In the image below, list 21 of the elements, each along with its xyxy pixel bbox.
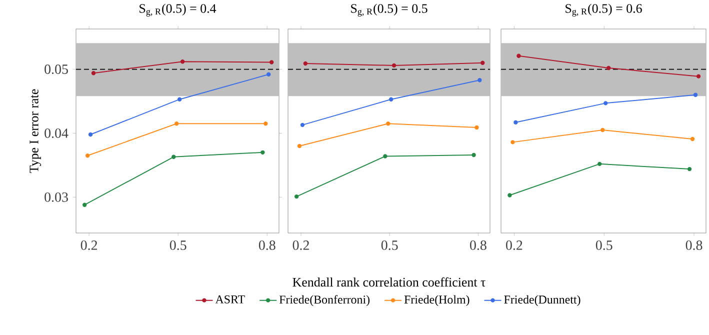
y-tick-label: 0.04 bbox=[44, 128, 68, 138]
legend-label: Friede(Dunnett) bbox=[504, 295, 580, 306]
x-tick-label: 0.5 bbox=[596, 240, 612, 250]
x-tick-label: 0.8 bbox=[258, 240, 276, 250]
x-tick-label: 0.5 bbox=[381, 240, 398, 250]
chart-title: $\text{S}_{\text{g, R}}\text{(0.5) = 0.6}$ bbox=[566, 4, 642, 16]
x-tick-label: 0.5 bbox=[170, 240, 186, 250]
chart-title: $\text{S}_{\text{g, R}}\text{(0.5) = 0.4}$ bbox=[140, 4, 216, 16]
legend-label: ASRT bbox=[215, 295, 245, 304]
legend-label: Friede(Holm) bbox=[404, 295, 470, 306]
x-axis-title: Kendall rank correlation coefficient τ bbox=[292, 277, 486, 287]
y-tick-label: 0.03 bbox=[44, 192, 68, 202]
chart-title: $\text{S}_{\text{g, R}}\text{(0.5) = 0.5}$ bbox=[351, 4, 428, 16]
x-tick-label: 0.8 bbox=[686, 240, 702, 250]
x-tick-label: 0.2 bbox=[292, 240, 309, 250]
y-axis-title: Type I error rate bbox=[30, 89, 42, 173]
y-tick-label: 0.05 bbox=[44, 64, 68, 74]
x-tick-label: 0.8 bbox=[470, 240, 486, 250]
x-tick-label: 0.2 bbox=[506, 240, 522, 250]
x-tick-label: 0.2 bbox=[80, 240, 98, 250]
legend-label: Friede(Bonferroni) bbox=[279, 295, 370, 306]
